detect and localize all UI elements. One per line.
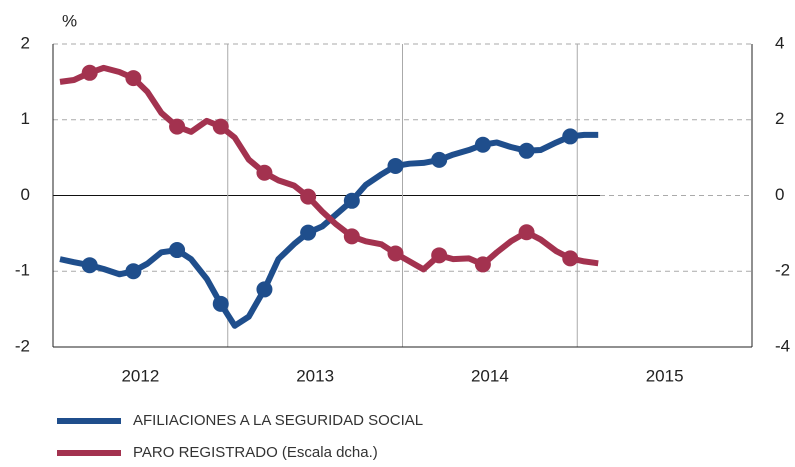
y-unit: %: [62, 11, 77, 30]
y-tick-label: 2: [21, 33, 30, 52]
series-marker: [518, 142, 535, 159]
legend-label: AFILIACIONES A LA SEGURIDAD SOCIAL: [133, 412, 423, 429]
x-tick-label: 2014: [471, 366, 509, 385]
series-marker: [81, 257, 98, 274]
series-marker: [518, 224, 535, 241]
series-marker: [212, 295, 229, 312]
series-marker: [431, 151, 448, 168]
x-tick-label: 2012: [121, 366, 159, 385]
y2-tick-label: 4: [775, 33, 784, 52]
y2-tick-label: 2: [775, 109, 784, 128]
series-marker: [562, 250, 579, 267]
x-tick-label: 2015: [646, 366, 684, 385]
series-marker: [343, 192, 360, 209]
series-marker: [387, 157, 404, 174]
y2-tick-label: 0: [775, 185, 784, 204]
y-tick-label: 0: [21, 185, 30, 204]
legend-label: PARO REGISTRADO (Escala dcha.): [133, 444, 378, 461]
series-marker: [387, 245, 404, 262]
series-marker: [256, 164, 273, 181]
series-marker: [81, 64, 98, 81]
series-line: [59, 131, 599, 329]
series-marker: [474, 136, 491, 153]
series-marker: [431, 247, 448, 264]
series-marker: [300, 188, 317, 205]
series-marker: [125, 263, 142, 280]
series-marker: [169, 242, 186, 259]
y-tick-label: -1: [15, 261, 30, 280]
series-marker: [212, 118, 229, 135]
series-marker: [125, 70, 142, 87]
y-tick-label: 1: [21, 109, 30, 128]
y2-tick-label: -4: [775, 336, 790, 355]
series-marker: [474, 256, 491, 273]
x-tick-label: 2013: [296, 366, 334, 385]
series-marker: [343, 228, 360, 245]
series-line: [59, 64, 599, 273]
series-marker: [300, 224, 317, 241]
series-marker: [169, 118, 186, 135]
series-marker: [256, 281, 273, 298]
series-marker: [562, 128, 579, 145]
y2-tick-label: -2: [775, 261, 790, 280]
y-tick-label: -2: [15, 336, 30, 355]
